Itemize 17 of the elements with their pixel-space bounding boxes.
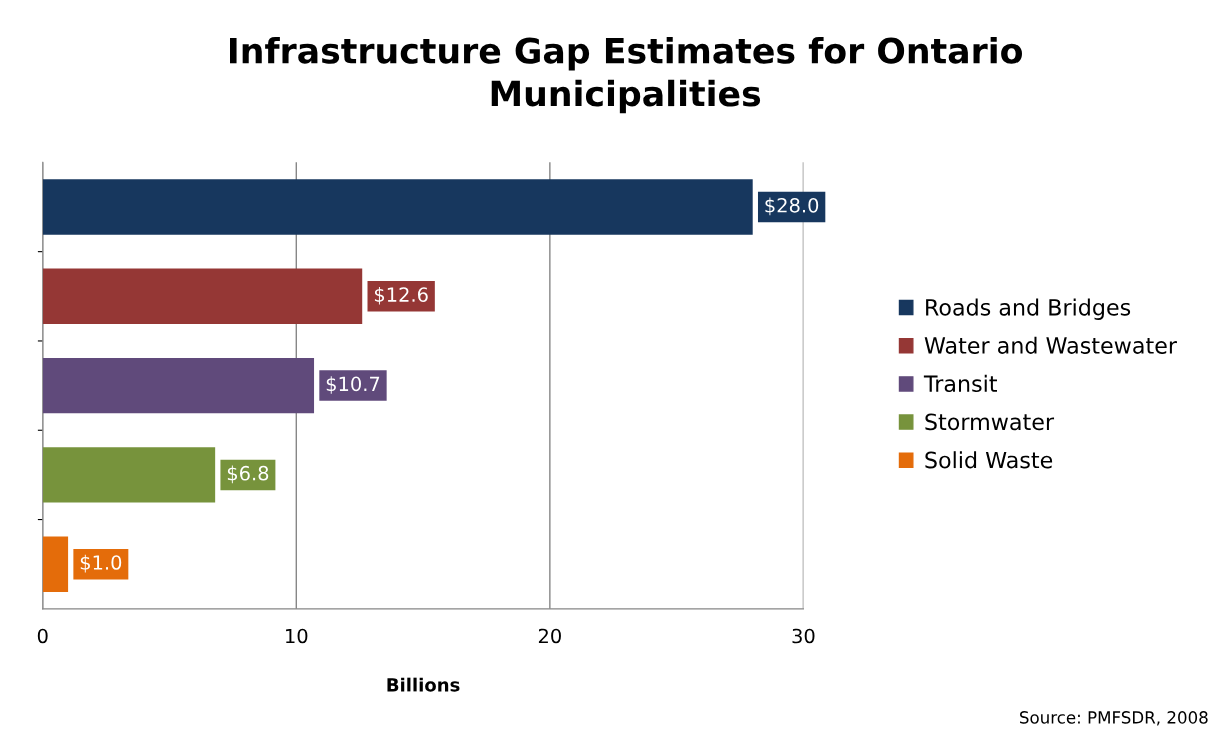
legend-label: Solid Waste bbox=[925, 451, 1053, 469]
data-label: $28.0 bbox=[765, 197, 819, 216]
data-label: $10.7 bbox=[326, 376, 380, 394]
x-tick-label: 30 bbox=[792, 628, 815, 644]
x-axis-title: Billions bbox=[387, 677, 460, 692]
data-label: $6.8 bbox=[227, 465, 269, 484]
x-tick-label: 10 bbox=[286, 628, 308, 644]
data-label: $1.0 bbox=[80, 554, 122, 573]
chart-title: Infrastructure Gap Estimates for Ontario Municipalities bbox=[230, 36, 1022, 114]
source-note: Source: PMFSDR, 2008 bbox=[1020, 711, 1208, 726]
x-tick-label: 0 bbox=[37, 628, 48, 644]
data-label: $12.6 bbox=[374, 286, 428, 305]
x-tick-label: 20 bbox=[538, 628, 561, 644]
legend-label: Roads and Bridges bbox=[926, 298, 1131, 321]
legend-label: Water and Wastewater bbox=[924, 336, 1178, 354]
legend-label: Transit bbox=[923, 374, 997, 393]
legend-label: Stormwater bbox=[925, 413, 1055, 431]
